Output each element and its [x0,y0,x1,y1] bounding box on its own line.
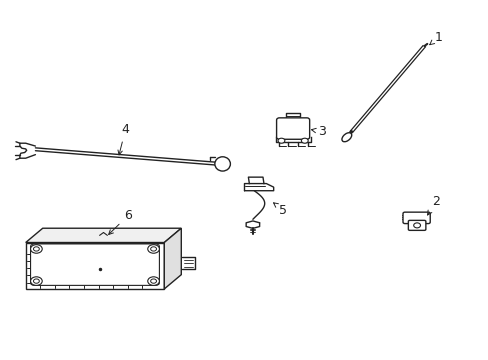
Circle shape [30,245,42,253]
Circle shape [147,277,159,285]
Text: 6: 6 [108,209,131,234]
Circle shape [150,247,156,251]
Circle shape [278,138,285,143]
Ellipse shape [214,157,230,171]
Polygon shape [26,228,181,243]
Circle shape [30,277,42,285]
Circle shape [33,247,39,251]
Circle shape [413,223,420,228]
Text: 2: 2 [427,195,440,215]
Polygon shape [26,243,164,289]
Text: 4: 4 [118,123,129,155]
Circle shape [33,279,39,283]
Circle shape [150,279,156,283]
FancyBboxPatch shape [407,220,425,230]
FancyBboxPatch shape [276,118,309,139]
Text: 3: 3 [311,125,325,138]
Polygon shape [164,228,181,289]
FancyBboxPatch shape [30,244,159,285]
FancyBboxPatch shape [402,212,429,224]
Text: 1: 1 [429,31,442,45]
Circle shape [301,138,307,143]
Circle shape [147,245,159,253]
Text: 5: 5 [273,203,287,217]
Ellipse shape [341,133,351,142]
